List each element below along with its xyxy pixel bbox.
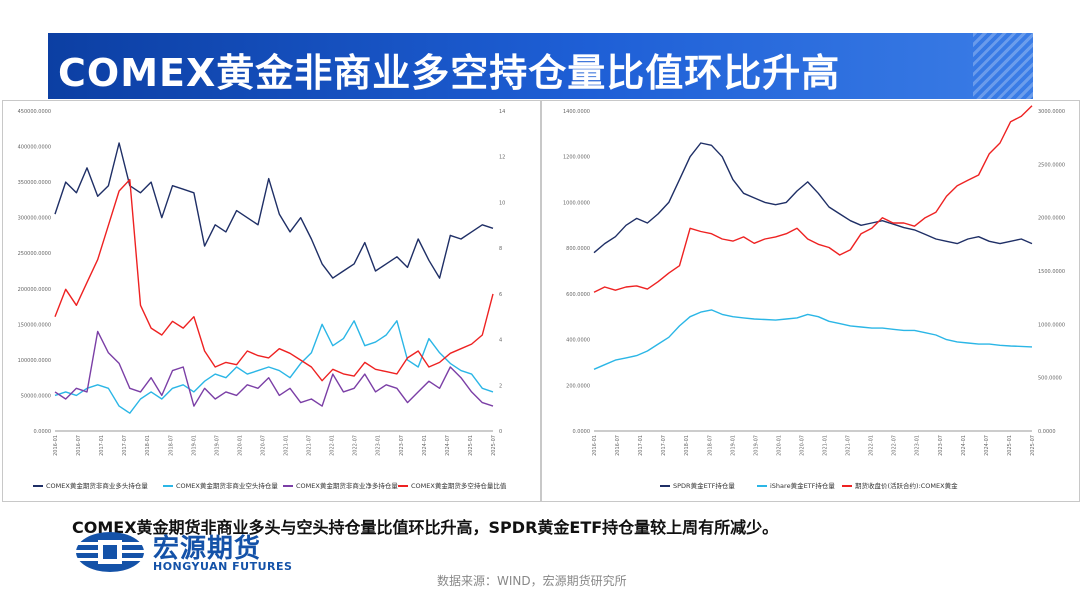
company-logo-icon (76, 532, 144, 572)
right-tick-label: 0 (499, 429, 502, 435)
left-tick-label: 0.0000 (34, 429, 52, 435)
right-tick-label: 2500.0000 (1038, 162, 1065, 168)
left-tick-label: 400000.0000 (18, 145, 51, 151)
x-tick-label: 2017-01 (638, 435, 644, 456)
series-line-0 (54, 142, 494, 279)
banner-stripes (973, 33, 1033, 99)
series-line-1 (593, 309, 1033, 370)
x-tick-label: 2023-01 (915, 435, 921, 456)
right-tick-label: 10 (499, 200, 505, 206)
right-tick-label: 1500.0000 (1038, 269, 1065, 275)
x-tick-label: 2020-07 (260, 435, 266, 456)
x-tick-label: 2019-01 (191, 435, 197, 456)
series-line-0 (593, 142, 1033, 254)
x-tick-label: 2017-07 (661, 435, 667, 456)
left-tick-label: 350000.0000 (18, 180, 51, 186)
logo-name-cn: 宏源期货 (153, 534, 262, 564)
x-tick-label: 2021-07 (846, 435, 852, 456)
summary-caption: COMEX黄金期货非商业多头与空头持仓量比值环比升高，SPDR黄金ETF持仓量较… (72, 518, 779, 537)
left-tick-label: 1400.0000 (563, 109, 590, 115)
legend-label: iShare黄金ETF持仓量 (770, 481, 835, 490)
x-tick-label: 2016-07 (76, 435, 82, 456)
left-tick-label: 1200.0000 (563, 155, 590, 161)
page-title: COMEX黄金非商业多空持仓量比值环比升高 (58, 51, 841, 95)
x-tick-label: 2023-07 (399, 435, 405, 456)
left-tick-label: 0.0000 (573, 429, 591, 435)
left-tick-label: 800.0000 (566, 246, 590, 252)
left-tick-label: 450000.0000 (18, 109, 51, 115)
x-tick-label: 2017-01 (99, 435, 105, 456)
x-tick-label: 2025-01 (468, 435, 474, 456)
x-tick-label: 2025-07 (491, 435, 497, 456)
left-tick-label: 1000.0000 (563, 200, 590, 206)
legend-label: COMEX黄金期货多空持仓量比值 (411, 481, 507, 490)
x-tick-label: 2020-07 (799, 435, 805, 456)
legend-label: COMEX黄金期货非商业空头持仓量 (176, 481, 278, 490)
left-tick-label: 150000.0000 (18, 322, 51, 328)
x-tick-label: 2021-07 (307, 435, 313, 456)
left-tick-label: 50000.0000 (21, 393, 51, 399)
chart-comex-positions: 0.000050000.0000100000.0000150000.000020… (18, 109, 507, 490)
x-tick-label: 2016-01 (592, 435, 598, 456)
left-tick-label: 200000.0000 (18, 287, 51, 293)
x-tick-label: 2016-07 (615, 435, 621, 456)
chart-panel-etf: 0.0000 200.0000 400.0000 600.0000 800.0000 10… (541, 100, 1080, 502)
x-tick-label: 2017-07 (122, 435, 128, 456)
right-tick-label: 4 (499, 338, 502, 344)
chart-panel-comex: 0.0000 50000.0000 100000.0000 150000.0000 20… (2, 100, 541, 502)
x-tick-label: 2023-01 (376, 435, 382, 456)
right-tick-label: 500.0000 (1038, 376, 1062, 382)
legend-label: COMEX黄金期货非商业多头持仓量 (46, 481, 148, 490)
x-tick-label: 2024-07 (984, 435, 990, 456)
series-line-2 (593, 105, 1033, 293)
left-tick-label: 200.0000 (566, 383, 590, 389)
x-tick-label: 2022-07 (892, 435, 898, 456)
series-line-2 (54, 330, 494, 407)
title-banner (48, 33, 1033, 99)
x-tick-label: 2022-01 (869, 435, 875, 456)
right-tick-label: 1000.0000 (1038, 322, 1065, 328)
x-tick-label: 2020-01 (776, 435, 782, 456)
x-tick-label: 2020-01 (237, 435, 243, 456)
legend-label: COMEX黄金期货非商业净多持仓量 (296, 481, 398, 490)
x-tick-label: 2018-01 (684, 435, 690, 456)
series-line-1 (54, 320, 494, 414)
right-tick-label: 3000.0000 (1038, 109, 1065, 115)
x-tick-label: 2021-01 (823, 435, 829, 456)
x-tick-label: 2019-01 (730, 435, 736, 456)
x-tick-label: 2021-01 (284, 435, 290, 456)
legend-label: SPDR黄金ETF持仓量 (673, 481, 735, 490)
x-tick-label: 2018-07 (168, 435, 174, 456)
x-tick-label: 2023-07 (938, 435, 944, 456)
right-tick-label: 0.0000 (1038, 429, 1056, 435)
x-tick-label: 2025-07 (1030, 435, 1036, 456)
right-tick-label: 8 (499, 246, 502, 252)
right-tick-label: 6 (499, 292, 502, 298)
x-tick-label: 2025-01 (1007, 435, 1013, 456)
left-tick-label: 400.0000 (566, 338, 590, 344)
x-tick-label: 2019-07 (753, 435, 759, 456)
logo-name-en: HONGYUAN FUTURES (153, 560, 293, 573)
left-tick-label: 600.0000 (566, 292, 590, 298)
right-tick-label: 2000.0000 (1038, 216, 1065, 222)
series-line-3 (54, 178, 494, 382)
left-tick-label: 300000.0000 (18, 216, 51, 222)
x-tick-label: 2018-01 (145, 435, 151, 456)
right-tick-label: 12 (499, 155, 505, 161)
x-tick-label: 2016-01 (53, 435, 59, 456)
legend-label: 期货收盘价(活跃合约):COMEX黄金 (855, 481, 958, 490)
x-tick-label: 2022-07 (353, 435, 359, 456)
x-tick-label: 2024-01 (422, 435, 428, 456)
right-tick-label: 14 (499, 109, 505, 115)
data-source: 数据来源：WIND，宏源期货研究所 (437, 574, 627, 588)
left-tick-label: 100000.0000 (18, 358, 51, 364)
x-tick-label: 2019-07 (214, 435, 220, 456)
x-tick-label: 2018-07 (707, 435, 713, 456)
left-tick-label: 250000.0000 (18, 251, 51, 257)
x-tick-label: 2024-01 (961, 435, 967, 456)
chart-gold-etf-holdings: 0.0000 200.0000 400.0000 600.0000 800.0000 10… (563, 105, 1065, 490)
x-tick-label: 2024-07 (445, 435, 451, 456)
right-tick-label: 2 (499, 383, 502, 389)
x-tick-label: 2022-01 (330, 435, 336, 456)
